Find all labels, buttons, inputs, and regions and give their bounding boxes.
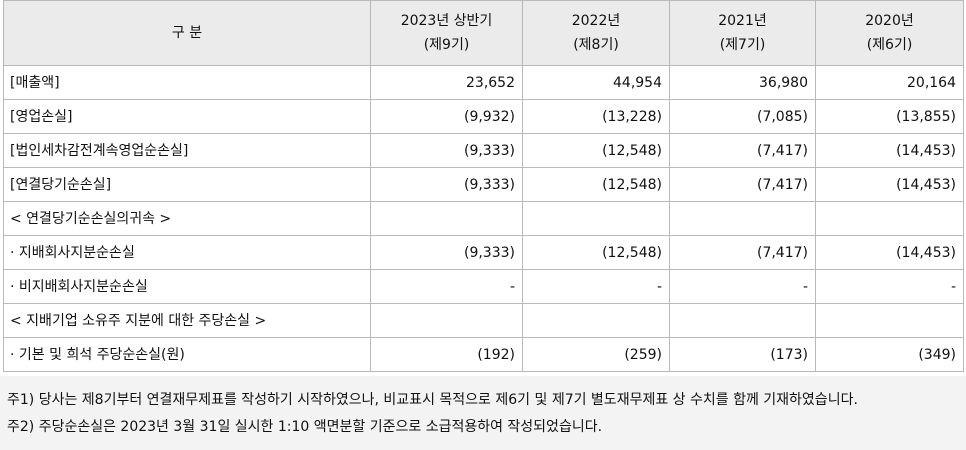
cell-value: - <box>522 269 670 304</box>
row-label: < 연결당기순손실의귀속 > <box>3 201 371 236</box>
cell-value <box>370 303 523 338</box>
row-label: [매출액] <box>3 65 371 100</box>
header-period-2022: 2022년 (제8기) <box>522 0 670 66</box>
cell-value: (14,453) <box>815 133 964 168</box>
header-period-2021: 2021년 (제7기) <box>669 0 816 66</box>
financial-summary-table: 구 분 2023년 상반기 (제9기) 2022년 (제8기) 2021년 (제… <box>3 0 964 372</box>
header-period-2020: 2020년 (제6기) <box>815 0 964 66</box>
cell-value: - <box>815 269 964 304</box>
row-label: · 지배회사지분순손실 <box>3 235 371 270</box>
cell-value: 44,954 <box>522 65 670 100</box>
cell-value: (9,333) <box>370 133 523 168</box>
footnote-2: 주2) 주당순손실은 2023년 3월 31일 실시한 1:10 액면분할 기준… <box>7 419 603 435</box>
cell-value: (7,085) <box>669 99 816 134</box>
cell-value: (14,453) <box>815 167 964 202</box>
header-year: 2021년 <box>718 13 767 29</box>
table-row: · 기본 및 희석 주당순손실(원) (192) (259) (173) (34… <box>3 337 964 372</box>
cell-value: - <box>370 269 523 304</box>
cell-value: (12,548) <box>522 235 670 270</box>
cell-value: (14,453) <box>815 235 964 270</box>
cell-value: (7,417) <box>669 167 816 202</box>
header-label: 구 분 <box>3 0 371 66</box>
cell-value: (7,417) <box>669 235 816 270</box>
cell-value: (259) <box>522 337 670 372</box>
header-year: 2022년 <box>571 13 621 29</box>
cell-value: (13,228) <box>522 99 670 134</box>
cell-value: 36,980 <box>669 65 816 100</box>
header-term: (제7기) <box>719 37 766 53</box>
cell-value <box>815 303 964 338</box>
cell-value <box>522 303 670 338</box>
cell-value <box>669 201 816 236</box>
cell-value: 23,652 <box>370 65 523 100</box>
cell-value: (9,333) <box>370 235 523 270</box>
cell-value <box>669 303 816 338</box>
cell-value: - <box>669 269 816 304</box>
cell-value: 20,164 <box>815 65 964 100</box>
cell-value <box>370 201 523 236</box>
row-label: < 지배기업 소유주 지분에 대한 주당손실 > <box>3 303 371 338</box>
table-row: · 비지배회사지분순손실 - - - - <box>3 269 964 304</box>
cell-value: (7,417) <box>669 133 816 168</box>
table-row: · 지배회사지분순손실 (9,333) (12,548) (7,417) (14… <box>3 235 964 270</box>
table-header-row: 구 분 2023년 상반기 (제9기) 2022년 (제8기) 2021년 (제… <box>3 0 964 66</box>
row-label: [연결당기순손실] <box>3 167 371 202</box>
table-row: [영업손실] (9,932) (13,228) (7,085) (13,855) <box>3 99 964 134</box>
cell-value: (12,548) <box>522 133 670 168</box>
cell-value: (13,855) <box>815 99 964 134</box>
cell-value: (12,548) <box>522 167 670 202</box>
table-row: [법인세차감전계속영업순손실] (9,333) (12,548) (7,417)… <box>3 133 964 168</box>
table-row: < 연결당기순손실의귀속 > <box>3 201 964 236</box>
financial-summary-table-container: 구 분 2023년 상반기 (제9기) 2022년 (제8기) 2021년 (제… <box>3 0 964 372</box>
cell-value: (192) <box>370 337 523 372</box>
table-row: [매출액] 23,652 44,954 36,980 20,164 <box>3 65 964 100</box>
row-label: [법인세차감전계속영업순손실] <box>3 133 371 168</box>
cell-value: (173) <box>669 337 816 372</box>
table-row: [연결당기순손실] (9,333) (12,548) (7,417) (14,4… <box>3 167 964 202</box>
row-label: [영업손실] <box>3 99 371 134</box>
footnotes: 주1) 당사는 제8기부터 연결재무제표를 작성하기 시작하였으나, 비교표시 … <box>0 376 966 450</box>
cell-value: (9,333) <box>370 167 523 202</box>
header-term: (제9기) <box>423 37 470 53</box>
header-term: (제8기) <box>573 37 619 53</box>
header-period-2023h1: 2023년 상반기 (제9기) <box>370 0 523 66</box>
cell-value: (9,932) <box>370 99 523 134</box>
header-year: 2020년 <box>865 13 914 29</box>
row-label: · 비지배회사지분순손실 <box>3 269 371 304</box>
cell-value: (349) <box>815 337 964 372</box>
row-label: · 기본 및 희석 주당순손실(원) <box>3 337 371 372</box>
footnote-1: 주1) 당사는 제8기부터 연결재무제표를 작성하기 시작하였으나, 비교표시 … <box>7 392 858 408</box>
header-year: 2023년 상반기 <box>400 13 493 29</box>
header-term: (제6기) <box>866 37 913 53</box>
table-row: < 지배기업 소유주 지분에 대한 주당손실 > <box>3 303 964 338</box>
cell-value <box>815 201 964 236</box>
cell-value <box>522 201 670 236</box>
